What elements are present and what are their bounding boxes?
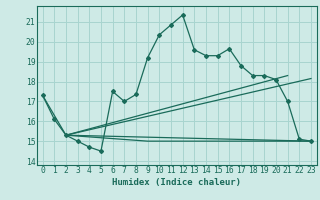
X-axis label: Humidex (Indice chaleur): Humidex (Indice chaleur) bbox=[112, 178, 241, 187]
